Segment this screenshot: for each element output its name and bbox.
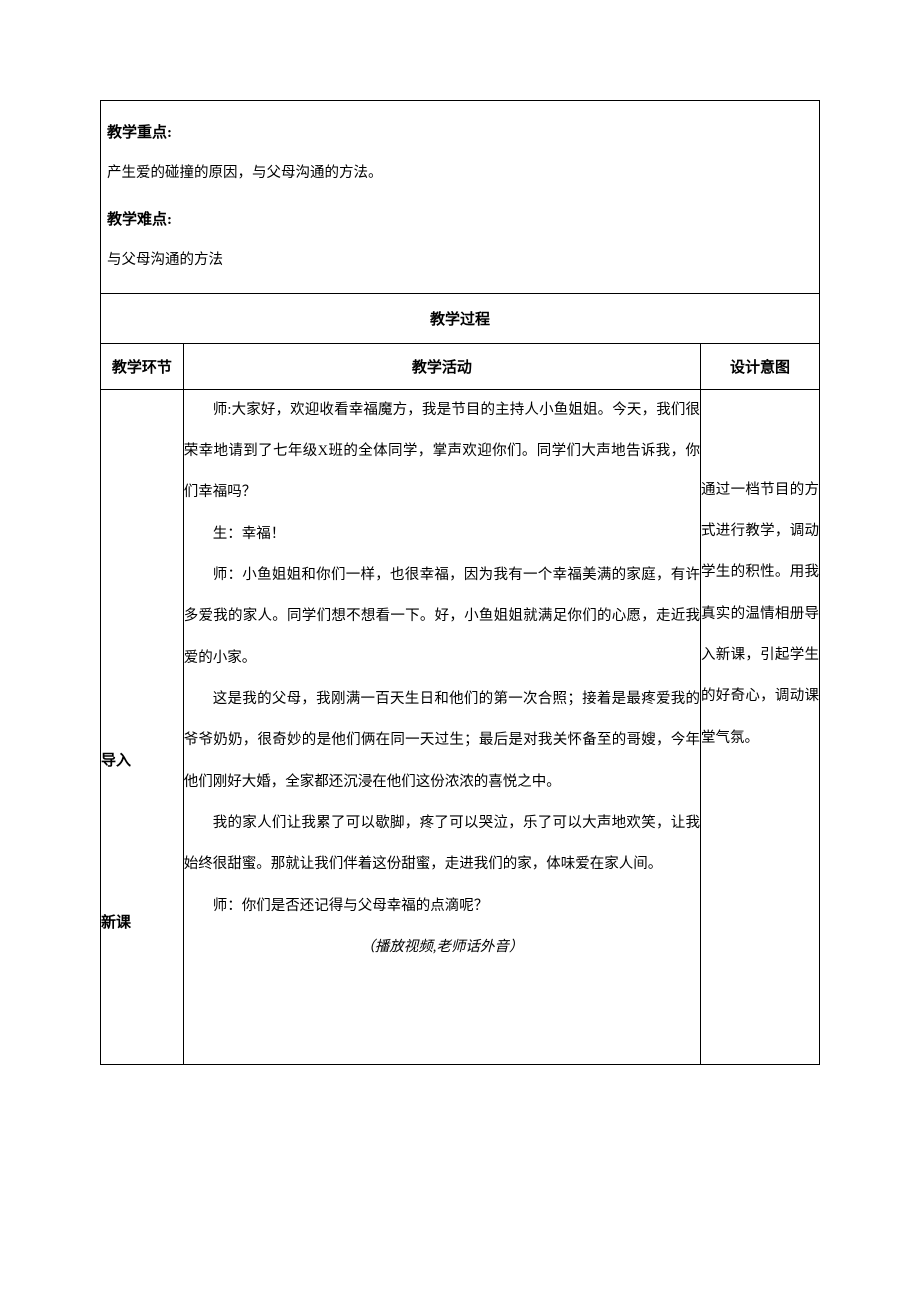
activity-p1: 师:大家好，欢迎收看幸福魔方，我是节目的主持人小鱼姐姐。今天，我们很荣幸地请到了…	[184, 390, 700, 514]
intent-text: 通过一档节目的方式进行教学，调动学生的积性。用我真实的温情相册导入新课，引起学生…	[701, 470, 819, 759]
activity-p5: 我的家人们让我累了可以歇脚，疼了可以哭泣，乐了可以大声地欢笑，让我始终很甜蜜。那…	[184, 803, 700, 886]
col-header-activity: 教学活动	[183, 343, 700, 389]
section-header: 教学过程	[101, 293, 820, 343]
col-header-stage: 教学环节	[101, 343, 184, 389]
activity-p3: 师：小鱼姐姐和你们一样，也很幸福，因为我有一个幸福美满的家庭，有许多爱我的家人。…	[184, 555, 700, 679]
keypoint-label: 教学重点:	[107, 117, 805, 150]
activity-p6: 师：你们是否还记得与父母幸福的点滴呢？	[184, 886, 700, 927]
stage-cell: 导入 新课	[101, 389, 184, 1064]
activity-cell: 师:大家好，欢迎收看幸福魔方，我是节目的主持人小鱼姐姐。今天，我们很荣幸地请到了…	[183, 389, 700, 1064]
lesson-plan-table: 教学重点: 产生爱的碰撞的原因，与父母沟通的方法。 教学难点: 与父母沟通的方法…	[100, 100, 820, 1065]
stage-line2: 新课	[101, 902, 183, 944]
activity-p7: （播放视频,老师话外音）	[184, 927, 700, 968]
col-header-intent: 设计意图	[701, 343, 820, 389]
difficulty-text: 与父母沟通的方法	[107, 245, 805, 277]
column-header-row: 教学环节 教学活动 设计意图	[101, 343, 820, 389]
difficulty-label: 教学难点:	[107, 204, 805, 237]
stage-line1: 导入	[101, 740, 183, 782]
keypoint-text: 产生爱的碰撞的原因，与父母沟通的方法。	[107, 158, 805, 190]
intent-cell: 通过一档节目的方式进行教学，调动学生的积性。用我真实的温情相册导入新课，引起学生…	[701, 389, 820, 1064]
top-section: 教学重点: 产生爱的碰撞的原因，与父母沟通的方法。 教学难点: 与父母沟通的方法	[101, 101, 820, 294]
activity-p4: 这是我的父母，我刚满一百天生日和他们的第一次合照；接着是最疼爱我的爷爷奶奶，很奇…	[184, 679, 700, 803]
activity-p2: 生：幸福！	[184, 514, 700, 555]
content-row: 导入 新课 师:大家好，欢迎收看幸福魔方，我是节目的主持人小鱼姐姐。今天，我们很…	[101, 389, 820, 1064]
